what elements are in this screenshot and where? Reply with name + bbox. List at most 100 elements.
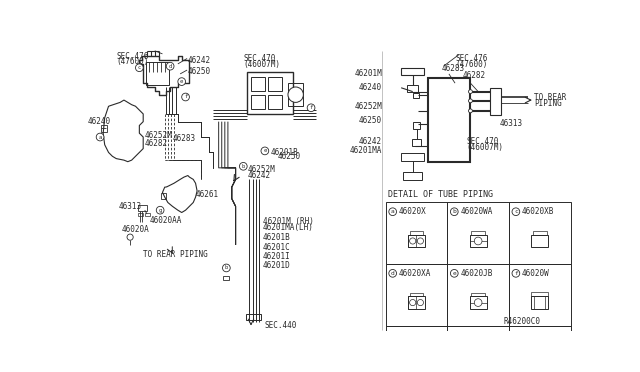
Bar: [268, 77, 282, 91]
Text: R46200C0: R46200C0: [504, 317, 541, 326]
Text: 46201M (RH): 46201M (RH): [262, 217, 314, 226]
Text: (46007M): (46007M): [243, 60, 280, 69]
Text: b: b: [242, 164, 245, 169]
Bar: [138, 212, 143, 217]
Text: b: b: [452, 209, 456, 214]
Bar: [490, 88, 501, 115]
Text: a: a: [391, 209, 394, 214]
Text: 46283: 46283: [172, 134, 196, 143]
Text: e: e: [263, 148, 266, 153]
Circle shape: [261, 147, 269, 155]
Bar: [161, 193, 166, 199]
Bar: [412, 140, 421, 145]
Bar: [413, 122, 420, 129]
Circle shape: [156, 206, 164, 214]
Bar: [509, 264, 570, 326]
Text: 46201B: 46201B: [270, 148, 298, 157]
Text: TO REAR: TO REAR: [534, 93, 567, 102]
Bar: [246, 314, 261, 320]
Bar: [138, 205, 147, 211]
Text: 46313: 46313: [118, 202, 141, 211]
Text: TO REAR PIPING: TO REAR PIPING: [143, 250, 208, 259]
Bar: [471, 293, 485, 296]
Text: 46250: 46250: [278, 152, 301, 161]
Text: c: c: [138, 65, 141, 70]
Text: 46201M: 46201M: [354, 70, 382, 78]
Text: f: f: [514, 271, 518, 276]
Text: 46201I: 46201I: [262, 252, 291, 261]
Bar: [413, 93, 419, 98]
Circle shape: [451, 208, 458, 216]
Bar: [386, 264, 447, 326]
Text: 46242: 46242: [247, 171, 270, 180]
Text: 46020W: 46020W: [522, 269, 550, 278]
Text: 46282: 46282: [463, 71, 486, 80]
Text: c: c: [514, 209, 518, 214]
Bar: [145, 212, 150, 217]
Text: 46020XB: 46020XB: [522, 207, 554, 216]
Bar: [410, 231, 424, 235]
Bar: [408, 296, 425, 309]
Bar: [401, 68, 424, 76]
Bar: [408, 235, 416, 247]
Circle shape: [389, 208, 397, 216]
Text: 46261: 46261: [196, 190, 219, 199]
Circle shape: [389, 269, 397, 277]
Text: SEC.470: SEC.470: [243, 54, 276, 63]
Bar: [408, 296, 416, 309]
Text: SEC.476: SEC.476: [116, 52, 148, 61]
Text: e: e: [452, 271, 456, 276]
Circle shape: [410, 299, 416, 306]
Bar: [251, 95, 265, 109]
Text: 46242: 46242: [188, 55, 211, 64]
Circle shape: [417, 299, 424, 306]
Text: 46250: 46250: [188, 67, 211, 76]
Bar: [386, 202, 447, 264]
Bar: [407, 86, 418, 92]
Text: 46020X: 46020X: [399, 207, 427, 216]
Circle shape: [474, 299, 482, 307]
Text: (47600): (47600): [455, 60, 488, 69]
Bar: [531, 296, 548, 309]
Text: b: b: [225, 266, 228, 270]
Circle shape: [512, 208, 520, 216]
Text: a: a: [99, 135, 102, 140]
Circle shape: [182, 93, 189, 101]
Bar: [470, 235, 486, 247]
Text: 46020AA: 46020AA: [149, 216, 182, 225]
Text: 46250: 46250: [359, 116, 382, 125]
Bar: [531, 235, 548, 247]
Bar: [408, 235, 425, 247]
Text: 46020JB: 46020JB: [460, 269, 493, 278]
Text: 46201D: 46201D: [262, 261, 291, 270]
Bar: [401, 153, 424, 161]
Bar: [145, 62, 168, 85]
Bar: [101, 125, 107, 132]
Text: 46283: 46283: [441, 64, 464, 73]
Text: (46007M): (46007M): [467, 143, 504, 152]
Text: e: e: [180, 79, 183, 84]
Text: 46201C: 46201C: [262, 243, 291, 251]
Text: 46201MA: 46201MA: [349, 147, 382, 155]
Circle shape: [468, 99, 472, 103]
Text: 46020A: 46020A: [122, 225, 149, 234]
Bar: [447, 326, 509, 372]
Text: f: f: [309, 105, 313, 110]
Text: 46252M: 46252M: [247, 165, 275, 174]
Circle shape: [468, 109, 472, 113]
Circle shape: [288, 87, 303, 102]
Text: DETAIL OF TUBE PIPING: DETAIL OF TUBE PIPING: [388, 190, 493, 199]
Circle shape: [451, 269, 458, 277]
Circle shape: [410, 238, 416, 244]
Bar: [247, 71, 293, 114]
Text: 46020WA: 46020WA: [460, 207, 493, 216]
Circle shape: [178, 78, 186, 86]
Bar: [447, 264, 509, 326]
Text: SEC.476: SEC.476: [455, 54, 488, 63]
Text: f: f: [184, 94, 187, 99]
Bar: [428, 78, 470, 163]
Circle shape: [239, 163, 247, 170]
Bar: [223, 276, 230, 280]
Bar: [386, 326, 447, 372]
Text: 46313: 46313: [500, 119, 523, 128]
